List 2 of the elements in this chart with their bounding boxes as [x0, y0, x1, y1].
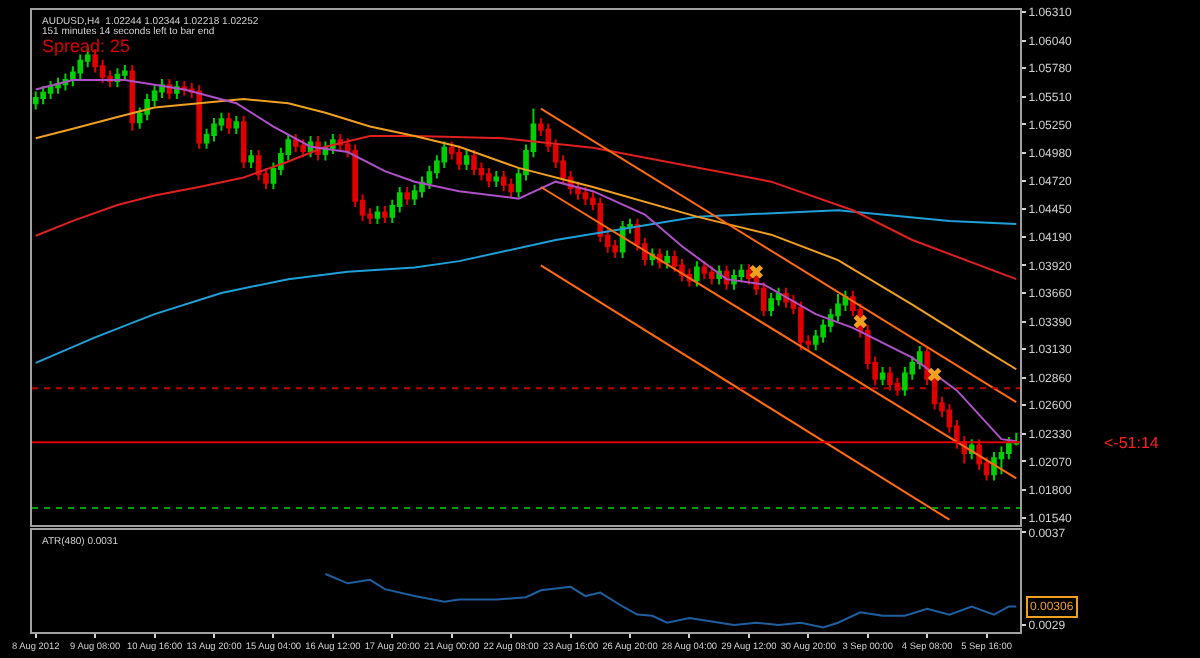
- annotation: Spread: 25: [42, 36, 131, 56]
- text: <-51:14: [1104, 434, 1160, 452]
